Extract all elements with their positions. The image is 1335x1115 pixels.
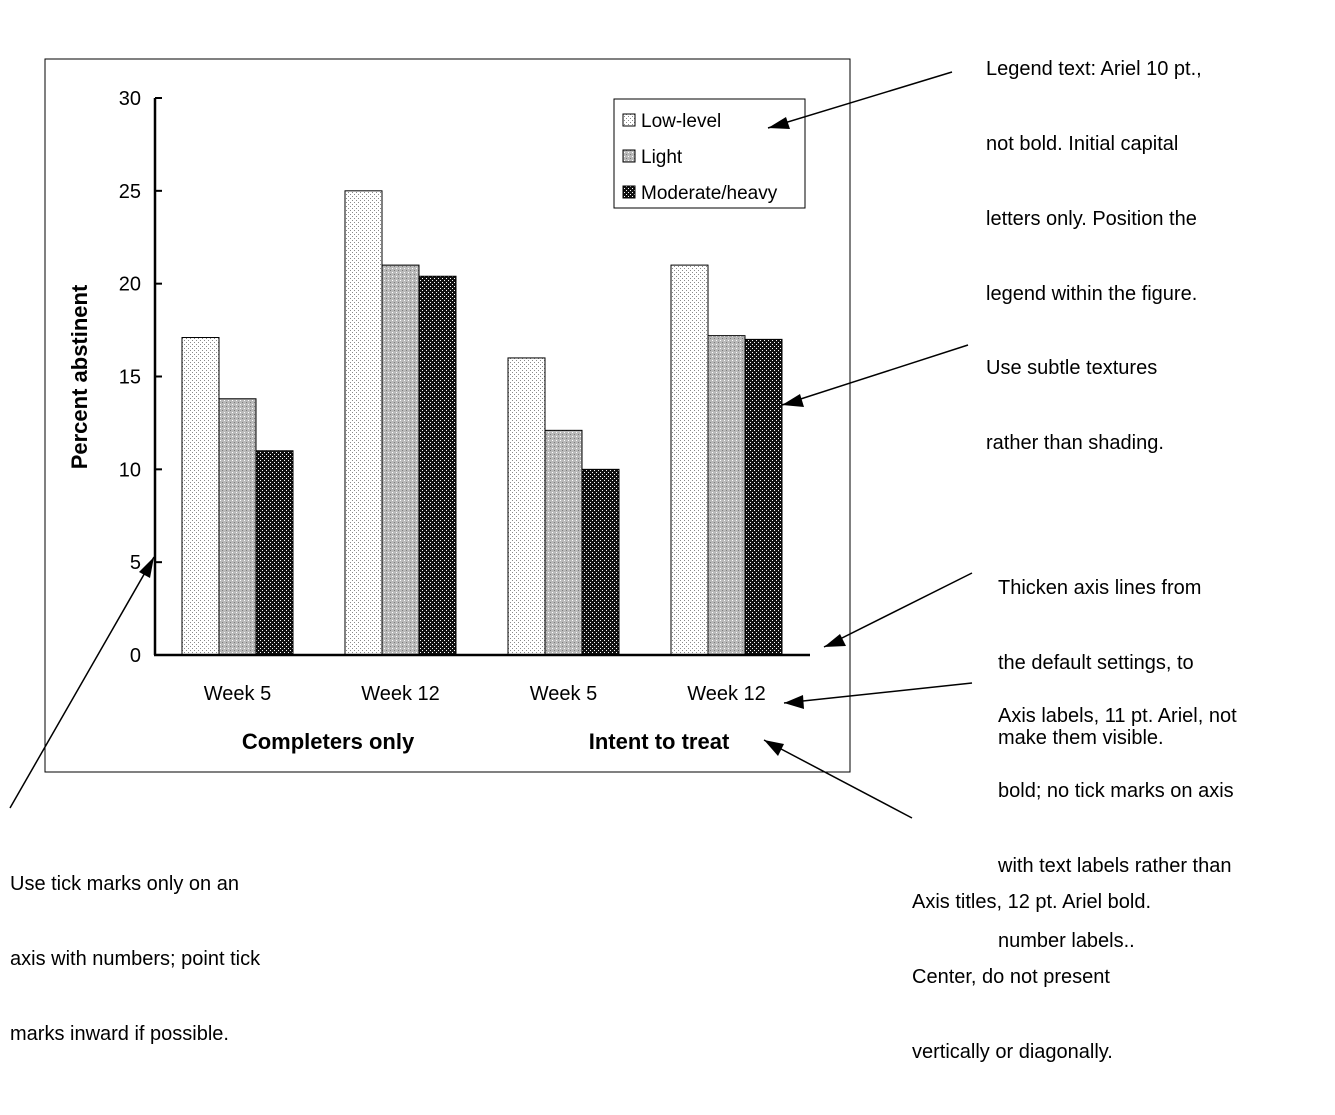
axis-titles-note-line: vertically or diagonally.	[912, 1041, 1113, 1063]
y-tick-label: 15	[119, 367, 141, 389]
y-tick-label: 25	[119, 181, 141, 203]
axis-titles-note-line: Axis titles, 12 pt. Ariel bold.	[912, 891, 1152, 913]
tick-note-line: Use tick marks only on an	[10, 873, 239, 895]
arrow-axis-line-note	[823, 572, 973, 648]
legend-note-line: Legend text: Ariel 10 pt.,	[986, 58, 1202, 80]
axis-titles-note-line: Center, do not present	[912, 966, 1110, 988]
bar-low-level-2	[507, 357, 546, 656]
tick-note-line: marks inward if possible.	[10, 1023, 229, 1045]
y-axis-title: Percent abstinent	[67, 284, 92, 469]
bar-low-level-1	[344, 190, 383, 656]
arrow-axis-labels-note	[783, 682, 973, 704]
legend-note-line: not bold. Initial capital	[986, 133, 1179, 155]
x-category-label: Week 5	[204, 683, 271, 705]
bar-low-level-0	[181, 337, 220, 656]
plot-frame	[44, 58, 851, 773]
legend-note-line: legend within the figure.	[986, 283, 1198, 305]
bar-light-3	[707, 335, 746, 656]
texture-note-line: rather than shading.	[986, 432, 1164, 454]
arrow-texture-note-head	[782, 394, 804, 407]
legend-note: Legend text: Ariel 10 pt., not bold. Ini…	[986, 7, 1202, 357]
group-title-intent-to-treat: Intent to treat	[589, 729, 730, 754]
legend-swatch	[622, 149, 636, 163]
legend-label: Moderate/heavy	[641, 183, 778, 204]
arrow-axis-line-note-head	[824, 634, 846, 647]
legend: Low-level Light Moderate/heavy	[613, 98, 806, 209]
y-tick-label: 10	[119, 459, 141, 481]
axis-line-note-line: make them visible.	[998, 727, 1164, 749]
legend-note-line: letters only. Position the	[986, 208, 1197, 230]
tick-note: Use tick marks only on an axis with numb…	[10, 822, 260, 1097]
axis-labels-note-line: bold; no tick marks on axis	[998, 780, 1234, 802]
arrow-axis-titles-note-head	[764, 740, 784, 756]
bar-light-2	[544, 429, 583, 656]
bar-moderate-heavy-1	[418, 275, 457, 656]
bar-low-level-3	[670, 264, 709, 656]
arrow-legend-note	[767, 71, 953, 129]
axis-layer: 0 5 10 15 20 25 30 Week 5 Week 12 Week 5 Week 12	[119, 88, 810, 705]
legend-swatch	[622, 113, 636, 127]
y-tick-label: 0	[130, 645, 141, 667]
arrow-axis-titles-note	[763, 739, 913, 819]
arrow-axis-labels-note-head	[784, 695, 804, 709]
annotation-arrows	[9, 71, 973, 819]
y-tick-label: 30	[119, 88, 141, 110]
y-tick-label: 5	[130, 552, 141, 574]
bar-light-0	[218, 398, 257, 656]
group-title-completers: Completers only	[242, 729, 415, 754]
axis-line-note-line: the default settings, to	[998, 652, 1194, 674]
axis-labels-note: Axis labels, 11 pt. Ariel, not bold; no …	[998, 654, 1237, 1004]
x-category-label: Week 12	[361, 683, 440, 705]
bar-moderate-heavy-2	[581, 468, 620, 656]
axis-line-note-line: Thicken axis lines from	[998, 577, 1202, 599]
texture-note-line: Use subtle textures	[986, 357, 1158, 379]
legend-swatch	[622, 185, 636, 199]
axis-labels-note-line: with text labels rather than	[998, 855, 1232, 877]
axis-labels-note-line: Axis labels, 11 pt. Ariel, not	[998, 705, 1237, 727]
bar-moderate-heavy-0	[255, 450, 294, 656]
tick-note-line: axis with numbers; point tick	[10, 948, 261, 970]
bar-light-1	[381, 264, 420, 656]
x-category-label: Week 5	[530, 683, 597, 705]
arrow-texture-note	[781, 344, 969, 406]
bar-moderate-heavy-3	[744, 338, 783, 656]
legend-label: Low-level	[641, 111, 721, 132]
chart-figure: Percent abstinent Completers only Intent…	[9, 7, 1237, 1063]
y-tick-label: 20	[119, 274, 141, 296]
arrow-tick-note	[9, 556, 155, 809]
chart-svg: Percent abstinent Completers only Intent…	[9, 58, 973, 819]
legend-label: Light	[641, 147, 683, 168]
x-category-label: Week 12	[687, 683, 766, 705]
axis-line-note: Thicken axis lines from the default sett…	[998, 526, 1201, 801]
legend-box	[613, 98, 806, 209]
arrow-tick-note-head	[139, 557, 154, 578]
arrow-legend-note-head	[768, 117, 790, 129]
texture-note: Use subtle textures rather than shading.	[986, 306, 1164, 506]
bars-layer	[181, 190, 783, 656]
axis-titles-note: Axis titles, 12 pt. Ariel bold. Center, …	[912, 840, 1151, 1115]
